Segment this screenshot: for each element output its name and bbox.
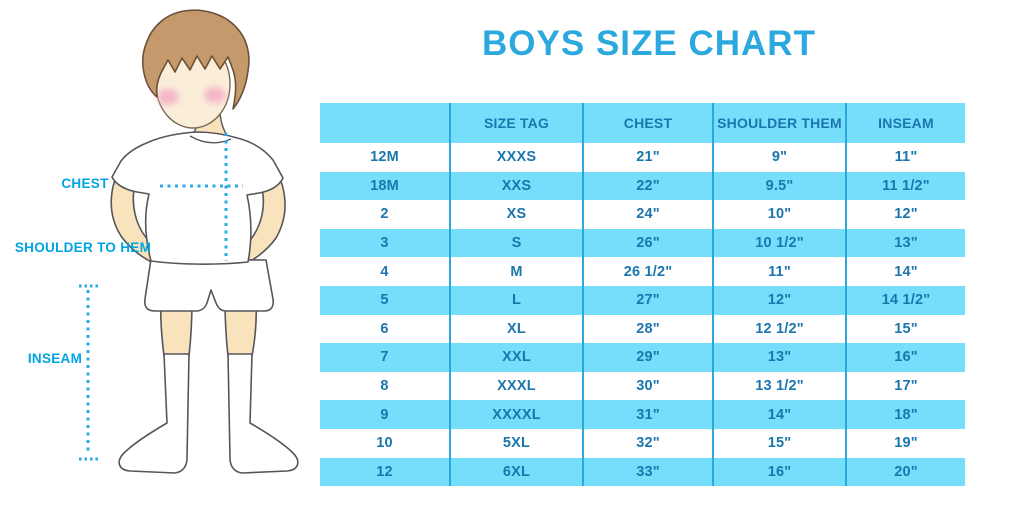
inseam-label: INSEAM [27, 351, 83, 366]
page-title: BOYS SIZE CHART [482, 24, 816, 63]
table-cell: 13 1/2" [712, 371, 845, 401]
table-cell: XL [449, 314, 582, 344]
table-cell: L [449, 285, 582, 315]
table-row: 4 M 26 1/2" 11" 14" [320, 257, 965, 286]
table-cell: 12M [370, 149, 399, 166]
table-row: 12 6XL 33" 16" 20" [320, 457, 965, 487]
table-cell: 10 1/2" [712, 228, 845, 258]
table-cell: XXXS [449, 143, 582, 172]
table-cell: 14" [712, 400, 845, 429]
table-cell: 31" [582, 400, 712, 429]
table-cell: 27" [582, 285, 712, 315]
table-cell: 12" [845, 200, 965, 229]
table-cell: 10" [712, 200, 845, 229]
table-cell: 30" [582, 371, 712, 401]
table-row: 6 XL 28" 12 1/2" 15" [320, 314, 965, 344]
table-cell: 28" [582, 314, 712, 344]
table-cell: 12 1/2" [712, 314, 845, 344]
table-cell: 16" [712, 457, 845, 487]
table-cell: 14 1/2" [845, 285, 965, 315]
table-cell: 24" [582, 200, 712, 229]
table-cell: 15" [845, 314, 965, 344]
table-cell: 11" [845, 143, 965, 172]
boy-shirt [111, 131, 284, 265]
boy-shorts [144, 258, 274, 312]
size-table: SIZE TAG CHEST SHOULDER THEM INSEAM 12M … [320, 103, 965, 487]
table-cell: 12" [712, 285, 845, 315]
table-cell: 21" [582, 143, 712, 172]
table-row: 18M XXS 22" 9.5" 11 1/2" [320, 171, 965, 201]
header-cell: CHEST [582, 103, 712, 143]
table-row: 7 XXL 29" 13" 16" [320, 343, 965, 372]
table-cell: XXXL [449, 371, 582, 401]
boy-socks-shoes [118, 353, 299, 474]
table-row: 2 XS 24" 10" 12" [320, 200, 965, 229]
table-row: 5 L 27" 12" 14 1/2" [320, 285, 965, 315]
table-cell: 8 [380, 378, 389, 395]
table-cell: 15" [712, 428, 845, 458]
table-cell: 26 1/2" [582, 257, 712, 286]
table-cell: 16" [845, 343, 965, 372]
table-cell: 2 [380, 206, 389, 223]
table-cell: XS [449, 200, 582, 229]
table-cell: 4 [380, 263, 389, 280]
table-cell: 13" [845, 228, 965, 258]
header-cell: INSEAM [845, 103, 965, 143]
table-cell: 13" [712, 343, 845, 372]
table-row: 12M XXXS 21" 9" 11" [320, 143, 965, 172]
table-cell: 10 [376, 435, 393, 452]
boy-cheeks [157, 87, 226, 105]
header-cell: SHOULDER THEM [712, 103, 845, 143]
chest-label: CHEST [61, 176, 109, 191]
shoulder-to-hem-label: SHOULDER TO HEM [14, 240, 152, 255]
table-cell: 14" [845, 257, 965, 286]
table-cell: 6XL [449, 457, 582, 487]
table-cell: XXS [449, 171, 582, 201]
table-row: 10 5XL 32" 15" 19" [320, 428, 965, 458]
table-cell: 29" [582, 343, 712, 372]
table-cell: 5 [380, 292, 389, 309]
table-row: 8 XXXL 30" 13 1/2" 17" [320, 371, 965, 401]
table-cell: 20" [845, 457, 965, 487]
boy-hair [142, 9, 250, 110]
table-cell: 9.5" [712, 171, 845, 201]
table-cell: 6 [380, 320, 389, 337]
table-cell: 22" [582, 171, 712, 201]
boy-shirt-collar [189, 135, 232, 144]
table-cell: 18" [845, 400, 965, 429]
table-cell: M [449, 257, 582, 286]
boy-illustration [79, 9, 299, 474]
header-cell [320, 103, 449, 143]
table-cell: 17" [845, 371, 965, 401]
table-cell: 32" [582, 428, 712, 458]
table-cell: 26" [582, 228, 712, 258]
inseam-dotted-line [79, 284, 101, 461]
table-cell: 33" [582, 457, 712, 487]
table-cell: XXXXL [449, 400, 582, 429]
table-cell: 18M [370, 177, 399, 194]
table-cell: 7 [380, 349, 389, 366]
table-cell: 11 1/2" [845, 171, 965, 201]
table-cell: 9 [380, 406, 389, 423]
table-cell: 19" [845, 428, 965, 458]
table-cell: 11" [712, 257, 845, 286]
header-cell: SIZE TAG [449, 103, 582, 143]
table-cell: 5XL [449, 428, 582, 458]
table-cell: S [449, 228, 582, 258]
table-header-row: SIZE TAG CHEST SHOULDER THEM INSEAM [320, 103, 965, 143]
table-cell: 3 [380, 235, 389, 252]
table-cell: 12 [376, 463, 393, 480]
table-row: 9 XXXXL 31" 14" 18" [320, 400, 965, 429]
table-cell: XXL [449, 343, 582, 372]
table-row: 3 S 26" 10 1/2" 13" [320, 228, 965, 258]
table-cell: 9" [712, 143, 845, 172]
